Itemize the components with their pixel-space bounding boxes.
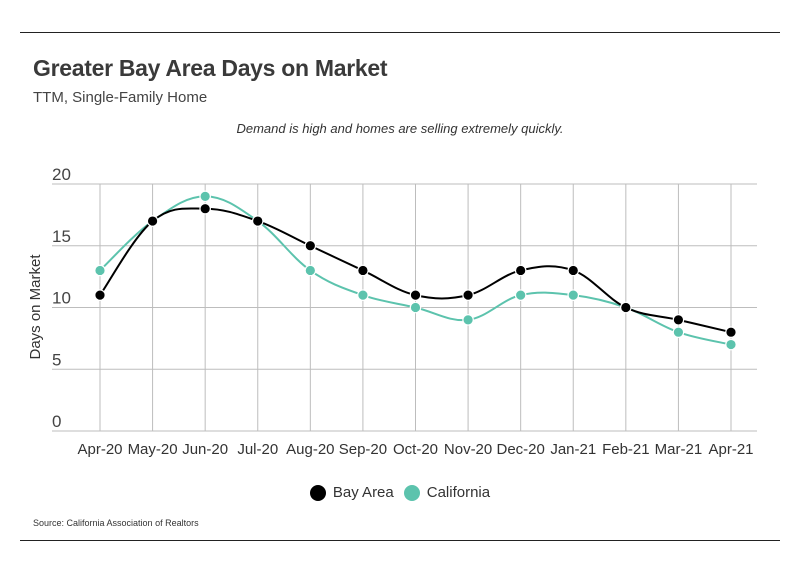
data-point-california	[725, 338, 737, 351]
axis-layer: 0 5 10 15 20 Apr-20 May-20 Jun-20 Jul-20 Aug-20 Se…	[27, 165, 754, 458]
legend-item-california: California	[403, 484, 491, 501]
y-axis-label: Days on Market	[27, 254, 44, 360]
top-rule	[20, 32, 780, 33]
x-tick-label: Apr-21	[708, 441, 753, 458]
x-tick-label: Dec-20	[496, 441, 544, 458]
x-tick-label: Oct-20	[393, 441, 438, 458]
data-point-california	[462, 314, 474, 326]
x-tick-label: Aug-20	[286, 441, 334, 458]
data-point-bay-area	[567, 264, 580, 277]
legend-swatch	[309, 484, 326, 501]
legend-label: Bay Area	[332, 484, 394, 501]
data-point-bay-area	[94, 289, 106, 301]
data-point-california	[409, 301, 422, 314]
y-tick-label: 15	[52, 227, 71, 246]
data-point-bay-area	[725, 326, 737, 338]
data-point-bay-area	[304, 239, 317, 252]
x-tick-label: Jan-21	[550, 441, 596, 458]
data-point-california	[567, 289, 580, 301]
legend-swatch	[403, 484, 420, 501]
x-tick-label: Jun-20	[182, 441, 228, 458]
y-tick-label: 20	[52, 165, 71, 184]
data-point-bay-area	[199, 202, 211, 215]
x-tick-label: Mar-21	[655, 441, 703, 458]
chart-legend: Bay Area California	[0, 484, 800, 501]
data-point-bay-area	[409, 289, 422, 301]
data-point-bay-area	[672, 314, 685, 326]
x-tick-label: Jul-20	[237, 441, 278, 458]
bottom-rule	[20, 540, 780, 541]
x-tick-label: Sep-20	[339, 441, 387, 458]
data-point-california	[357, 289, 369, 301]
data-point-california	[672, 326, 685, 338]
y-tick-label: 0	[52, 412, 61, 431]
series-layer	[94, 190, 737, 351]
x-tick-label: Apr-20	[77, 441, 122, 458]
grid-layer	[52, 183, 757, 432]
x-tick-label: Nov-20	[444, 441, 492, 458]
data-point-california	[304, 264, 317, 277]
data-point-bay-area	[620, 301, 632, 314]
y-tick-label: 10	[52, 289, 71, 308]
source-note: Source: California Association of Realto…	[33, 518, 199, 528]
x-tick-label: Feb-21	[602, 441, 650, 458]
chart-annotation: Demand is high and homes are selling ext…	[236, 121, 564, 136]
legend-item-bay-area: Bay Area	[309, 484, 394, 501]
chart-subtitle: TTM, Single-Family Home	[33, 89, 208, 106]
data-point-california	[94, 264, 106, 277]
data-point-bay-area	[462, 289, 474, 301]
x-tick-label: May-20	[128, 441, 178, 458]
data-point-california	[199, 190, 211, 203]
data-point-bay-area	[514, 264, 527, 277]
data-point-california	[514, 289, 527, 301]
chart-title: Greater Bay Area Days on Market	[33, 55, 388, 81]
data-point-bay-area	[146, 215, 159, 227]
data-point-bay-area	[357, 264, 369, 277]
legend-label: California	[426, 484, 491, 501]
y-tick-label: 5	[52, 350, 61, 369]
data-point-bay-area	[251, 215, 264, 227]
